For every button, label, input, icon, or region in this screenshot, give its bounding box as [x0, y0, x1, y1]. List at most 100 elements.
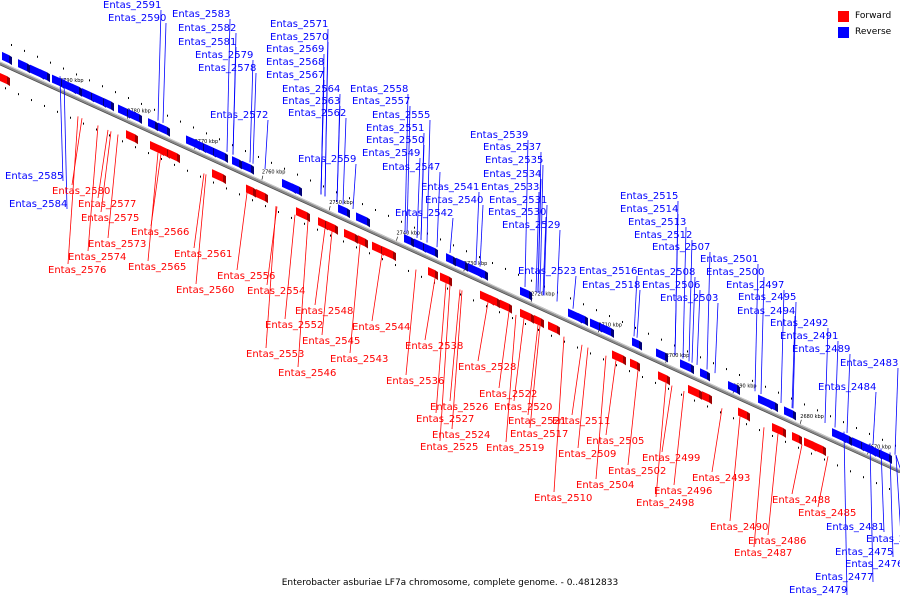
- gene-label: Entas_2518: [582, 280, 640, 291]
- gene-face: [792, 432, 799, 444]
- leader-line: [249, 59, 254, 163]
- track-dot: [395, 264, 396, 267]
- gene-side: [453, 256, 456, 267]
- leader-line: [162, 22, 167, 123]
- gene-face: [246, 184, 253, 196]
- leader-line: [539, 164, 544, 294]
- track-dot: [830, 415, 831, 418]
- leader-line: [236, 192, 248, 271]
- track-dot: [63, 67, 64, 70]
- gene-arrow: [232, 156, 242, 170]
- gene-face: [326, 220, 335, 233]
- gene-label: Entas_2571: [270, 19, 328, 30]
- leader-line: [633, 275, 638, 337]
- gene-side: [251, 164, 254, 175]
- track-dot: [31, 99, 32, 102]
- track-dot: [297, 173, 298, 176]
- gene-face: [160, 145, 167, 157]
- legend-reverse-label: Reverse: [855, 27, 892, 37]
- track-dot: [720, 411, 721, 414]
- tick-label: 2690 kbp: [733, 383, 757, 389]
- track-dot: [206, 132, 207, 135]
- gene-side: [497, 298, 500, 309]
- track-dot: [258, 155, 259, 158]
- leader-line: [297, 220, 309, 368]
- track-dot: [239, 193, 240, 196]
- track-dot: [674, 344, 675, 347]
- gene-label: Entas_2560: [176, 285, 234, 296]
- leader-line: [572, 275, 577, 309]
- leader-line: [475, 191, 480, 265]
- gene-label: Entas_2580: [52, 186, 110, 197]
- gene-label: Entas_2548: [295, 306, 353, 317]
- gene-face: [2, 51, 9, 64]
- gene-face: [852, 437, 861, 450]
- gene-face: [568, 308, 579, 322]
- leader-line: [791, 315, 796, 409]
- leader-line: [505, 314, 517, 443]
- track-dot: [362, 203, 363, 206]
- track-dot: [83, 122, 84, 125]
- gene-label: Entas_2557: [352, 96, 410, 107]
- gene-face: [0, 73, 7, 85]
- track-dot: [148, 152, 149, 155]
- gene-face: [126, 130, 135, 143]
- track-dot: [863, 476, 864, 479]
- legend-forward: Forward: [838, 8, 891, 24]
- track-dot: [76, 73, 77, 76]
- track-dot: [791, 397, 792, 400]
- track-dot: [284, 167, 285, 170]
- track-dot: [583, 303, 584, 306]
- gene-arrow: [772, 422, 786, 438]
- gene-face: [282, 178, 293, 192]
- gene-label: Entas_2574: [68, 252, 126, 263]
- track-dot: [128, 97, 129, 100]
- track-dot: [499, 311, 500, 314]
- track-dot: [115, 91, 116, 94]
- gene-label: Entas_2543: [330, 354, 388, 365]
- gene-label: Entas_2575: [81, 213, 139, 224]
- gene-face: [196, 139, 203, 152]
- track-dot: [856, 427, 857, 430]
- gene-side: [299, 186, 302, 197]
- gene-face: [242, 160, 251, 173]
- gene-label: Entas_2591: [103, 0, 161, 11]
- track-dot: [804, 403, 805, 406]
- gene-arrow: [344, 228, 358, 244]
- track-dot: [369, 252, 370, 255]
- gene-label: Entas_2519: [486, 443, 544, 454]
- gene-label: Entas_2530: [488, 207, 546, 218]
- leader-line: [834, 340, 839, 428]
- gene-label: Entas_2581: [178, 37, 236, 48]
- track-dot: [141, 102, 142, 105]
- gene-side: [435, 270, 438, 281]
- leader-line: [406, 105, 411, 234]
- gene-label: Entas_2515: [620, 191, 678, 202]
- track-dot: [24, 49, 25, 52]
- gene-face: [688, 384, 699, 398]
- track-dot: [817, 409, 818, 412]
- gene-label: Entas_2558: [350, 84, 408, 95]
- gene-side: [737, 385, 740, 396]
- gene-label: Entas_2479: [789, 585, 847, 596]
- leader-line: [477, 302, 489, 362]
- track-dot: [466, 250, 467, 253]
- gene-side: [775, 402, 778, 413]
- track-dot: [44, 104, 45, 107]
- leader-line: [513, 318, 525, 402]
- track-dot: [336, 191, 337, 194]
- gene-face: [358, 235, 365, 247]
- leader-line: [352, 163, 357, 210]
- gene-label: Entas_2527: [416, 414, 474, 425]
- track-dot: [102, 85, 103, 88]
- track-dot: [200, 175, 201, 178]
- track-dot: [492, 262, 493, 265]
- gene-face: [158, 122, 167, 135]
- gene-side: [365, 238, 368, 249]
- leader-line: [529, 325, 541, 429]
- leader-line: [232, 46, 237, 155]
- track-dot: [889, 487, 890, 490]
- gene-label: Entas_2584: [9, 199, 67, 210]
- track-dot: [486, 305, 487, 308]
- track-dot: [876, 482, 877, 485]
